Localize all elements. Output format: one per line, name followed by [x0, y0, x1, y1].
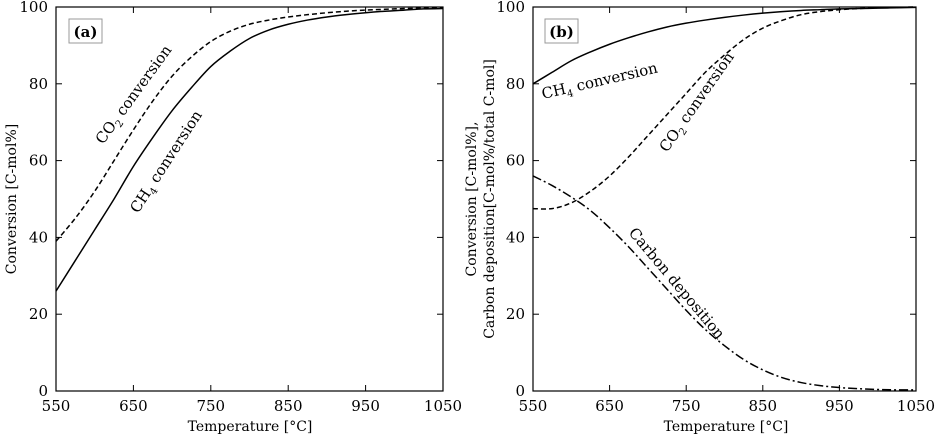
- panel-a-x-tick-label: 950: [351, 397, 380, 415]
- panel-a-y-axis-title: Conversion [C-mol%]: [4, 124, 20, 274]
- panel-a-x-tick-label: 550: [42, 397, 71, 415]
- annotation-co2-conversion-a: CO2 conversion: [92, 41, 178, 149]
- annotation-ch4-conversion-b: CH4 conversion: [540, 59, 661, 106]
- panel-b-x-tick-label: 750: [672, 397, 701, 415]
- panel-a-x-tick-label: 650: [119, 397, 148, 415]
- panel-b-y-tick-label: 20: [506, 305, 525, 323]
- panel-a-frame: [55, 6, 444, 392]
- panel-b-y-axis-title-line2: Carbon deposition[C-mol%/total C-mol]: [482, 59, 498, 339]
- panel-b-y-tick-label: 0: [515, 382, 525, 400]
- panel-b-x-tick-label: 950: [825, 397, 854, 415]
- panel-a-y-tick-label: 60: [29, 152, 48, 170]
- panel-a-label: (a): [74, 23, 98, 41]
- panel-b-series: [532, 6, 917, 391]
- panel-b-x-tick-label: 1050: [897, 397, 935, 415]
- panel-a-ticks: 550 650 750 850 950 1050 0 20 40 60 80 100: [19, 0, 462, 415]
- panel-b-x-tick-label: 650: [595, 397, 624, 415]
- panel-a-y-tick-label: 0: [38, 382, 48, 400]
- panel-b-frame: [532, 6, 917, 392]
- panel-b-series-co2-conversion: [532, 6, 917, 210]
- panel-b-label: (b): [549, 23, 574, 41]
- panel-a-y-tick-label: 80: [29, 75, 48, 93]
- panel-b-ticks: 550 650 750 850 950 1050 0 20 40 60 80 100: [496, 0, 935, 415]
- panel-a-y-tick-label: 40: [29, 228, 48, 246]
- panel-b-y-tick-label: 100: [496, 0, 525, 16]
- panel-a-label-box: [68, 18, 103, 44]
- panel-a: 550 650 750 850 950 1050 0 20 40 60 80 100 (a) CO2 …: [4, 0, 462, 435]
- panel-a-x-tick-label: 750: [196, 397, 225, 415]
- panel-a-y-tick-label: 100: [19, 0, 48, 16]
- panel-a-series-ch4-conversion: [55, 7, 444, 292]
- panel-b: 550 650 750 850 950 1050 0 20 40 60 80 100 (b) CH4 …: [464, 0, 935, 435]
- panel-a-series: [55, 7, 444, 292]
- panel-a-y-tick-label: 20: [29, 305, 48, 323]
- panel-a-x-axis-title: Temperature [°C]: [188, 419, 313, 435]
- annotation-ch4-conversion-a: CH4 conversion: [126, 107, 208, 218]
- panel-b-y-tick-label: 80: [506, 75, 525, 93]
- panel-a-series-co2-conversion: [55, 7, 444, 242]
- panel-b-y-tick-label: 60: [506, 152, 525, 170]
- panel-b-x-tick-label: 550: [519, 397, 548, 415]
- panel-a-x-tick-label: 1050: [424, 397, 462, 415]
- panel-b-series-carbon-deposition: [532, 175, 917, 391]
- panel-a-x-tick-label: 850: [274, 397, 303, 415]
- panel-b-label-box: [544, 18, 579, 44]
- panel-b-y-tick-label: 40: [506, 228, 525, 246]
- annotation-co2-conversion-b: CO2 conversion: [656, 48, 741, 157]
- panel-b-x-tick-label: 850: [748, 397, 777, 415]
- panel-b-x-axis-title: Temperature [°C]: [664, 419, 789, 435]
- panel-b-y-axis-title-line1: Conversion [C-mol%],: [464, 122, 480, 277]
- annotation-carbon-deposition-b: Carbon deposition: [625, 224, 729, 343]
